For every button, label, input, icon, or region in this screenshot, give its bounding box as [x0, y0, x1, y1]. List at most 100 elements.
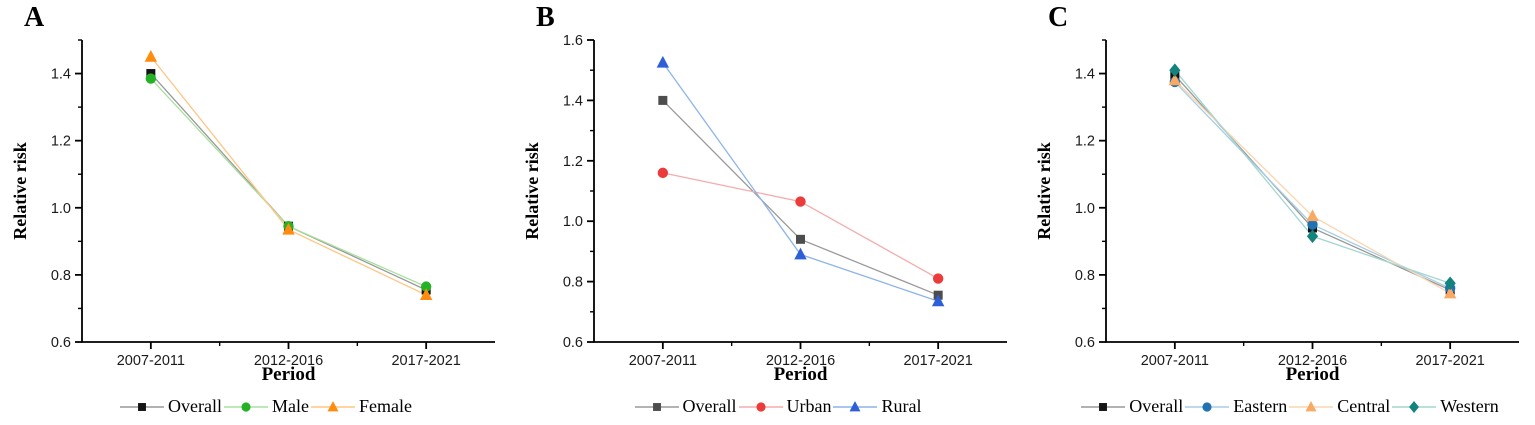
legend-item-overall: Overall — [119, 396, 223, 417]
series-line-female — [150, 56, 427, 296]
circle-marker-icon — [795, 196, 806, 207]
legend-item-overall: Overall — [634, 396, 738, 417]
series-line-male — [150, 78, 427, 288]
y-tick-label: 1.6 — [563, 33, 583, 49]
series-markers-rural — [656, 55, 945, 307]
legend-item-rural: Rural — [832, 396, 922, 417]
y-tick-label: 1.4 — [563, 93, 583, 109]
panel-letter: A — [24, 2, 45, 33]
x-tick-label: 2007-2011 — [629, 353, 697, 369]
series-path — [662, 172, 939, 280]
legend-label: Urban — [786, 396, 832, 416]
plot-area: 0.6 0.8 1.0 1.2 1.4 1.6 2007-2011 2012-2016 2017… — [512, 0, 1024, 425]
panel-letter: B — [536, 2, 555, 33]
circle-marker-icon — [657, 167, 669, 179]
square-marker-icon — [658, 95, 668, 105]
panel-letter: C — [1048, 2, 1069, 33]
square-marker-icon — [652, 402, 661, 411]
y-tick-label: 1.0 — [563, 214, 583, 230]
legend-item-female: Female — [310, 396, 413, 417]
series-markers-overall — [146, 69, 431, 295]
triangle-marker-icon — [850, 400, 861, 411]
x-tick-label: 2012-2016 — [1278, 353, 1347, 369]
series-path — [150, 56, 427, 296]
diamond-marker-icon — [1444, 276, 1456, 291]
series-path — [1174, 74, 1451, 291]
axes — [1105, 40, 1519, 343]
legend-key — [224, 401, 268, 412]
legend-key — [738, 401, 783, 412]
series-markers-urban — [657, 167, 944, 284]
square-marker-icon — [138, 402, 146, 411]
series-markers-eastern — [1169, 76, 1456, 294]
triangle-marker-icon — [794, 247, 807, 260]
legend-item-central: Central — [1288, 396, 1391, 417]
series-markers-female — [144, 49, 433, 301]
axes — [81, 40, 495, 343]
axes — [593, 40, 1007, 343]
legend-key — [120, 402, 165, 411]
x-tick-label: 2012-2016 — [254, 353, 323, 369]
chart-svg: 0.6 0.8 1.0 1.2 1.4 1.6 2007-2011 2012-2016 2017… — [563, 33, 1007, 369]
y-tick-label: 1.2 — [51, 134, 71, 150]
circle-marker-icon — [145, 73, 157, 84]
series-line-overall — [1174, 74, 1451, 291]
legend: Overall Male Female — [36, 396, 496, 417]
x-tick-label: 2007-2011 — [1141, 353, 1209, 369]
triangle-marker-icon — [656, 55, 670, 68]
legend-key — [1081, 402, 1126, 411]
series-path — [1174, 81, 1451, 289]
y-tick-label: 1.4 — [51, 67, 71, 83]
y-tick-label: 1.0 — [51, 201, 71, 217]
legend-item-urban: Urban — [738, 396, 833, 417]
x-axis-title: Period — [773, 364, 828, 385]
y-tick-label: 0.6 — [563, 335, 583, 351]
legend-label: Central — [1337, 396, 1391, 416]
triangle-marker-icon — [1168, 73, 1182, 86]
legend-item-eastern: Eastern — [1184, 396, 1288, 417]
plot-area: 0.6 0.8 1.0 1.2 1.4 2007-2011 2012-2016 2017-20… — [0, 0, 512, 425]
x-axis-title: Period — [261, 364, 316, 385]
chart-svg: 0.6 0.8 1.0 1.2 1.4 2007-2011 2012-2016 2017-20… — [1075, 39, 1519, 369]
y-tick-label: 1.4 — [1075, 67, 1095, 83]
plot-area: 0.6 0.8 1.0 1.2 1.4 2007-2011 2012-2016 2017-20… — [1024, 0, 1535, 425]
legend-item-western: Western — [1391, 396, 1500, 417]
series-path — [150, 78, 427, 288]
triangle-marker-icon — [419, 288, 433, 301]
triangle-marker-icon — [931, 294, 945, 307]
legend-key — [310, 400, 355, 411]
series-path — [1174, 79, 1451, 294]
series-markers-western — [1169, 63, 1456, 291]
diamond-marker-icon — [1169, 63, 1181, 77]
legend-label: Female — [358, 396, 412, 416]
circle-marker-icon — [1307, 219, 1318, 230]
triangle-marker-icon — [327, 400, 339, 411]
legend-key — [1289, 400, 1334, 411]
circle-marker-icon — [755, 401, 766, 412]
triangle-marker-icon — [282, 222, 295, 235]
y-tick-label: 1.0 — [1075, 201, 1095, 217]
legend-label: Overall — [682, 396, 737, 416]
x-tick-label: 2017-2021 — [1415, 353, 1484, 369]
triangle-marker-icon — [1305, 400, 1317, 411]
triangle-marker-icon — [1443, 286, 1457, 299]
chart-panel-b: B Relative risk 0.6 0.8 1.0 1.2 1.4 1.6 2007-2… — [512, 0, 1024, 425]
circle-marker-icon — [241, 401, 251, 412]
legend: Overall Urban Rural — [548, 396, 1008, 417]
series-markers-central — [1168, 73, 1457, 299]
series-line-eastern — [1174, 81, 1451, 289]
legend-label: Overall — [168, 396, 222, 416]
y-tick-label: 1.2 — [1075, 134, 1095, 150]
legend-item-overall: Overall — [1080, 396, 1184, 417]
triangle-marker-icon — [144, 49, 158, 62]
y-tick-label: 0.8 — [563, 275, 583, 291]
series-path — [1174, 69, 1451, 284]
legend-label: Overall — [1129, 396, 1184, 416]
y-tick-label: 0.6 — [51, 335, 71, 351]
legend-key — [1392, 400, 1437, 413]
circle-marker-icon — [932, 273, 944, 284]
y-tick-label: 0.8 — [51, 268, 71, 284]
series-line-overall — [150, 73, 427, 291]
y-tick-label: 0.8 — [1075, 268, 1095, 284]
